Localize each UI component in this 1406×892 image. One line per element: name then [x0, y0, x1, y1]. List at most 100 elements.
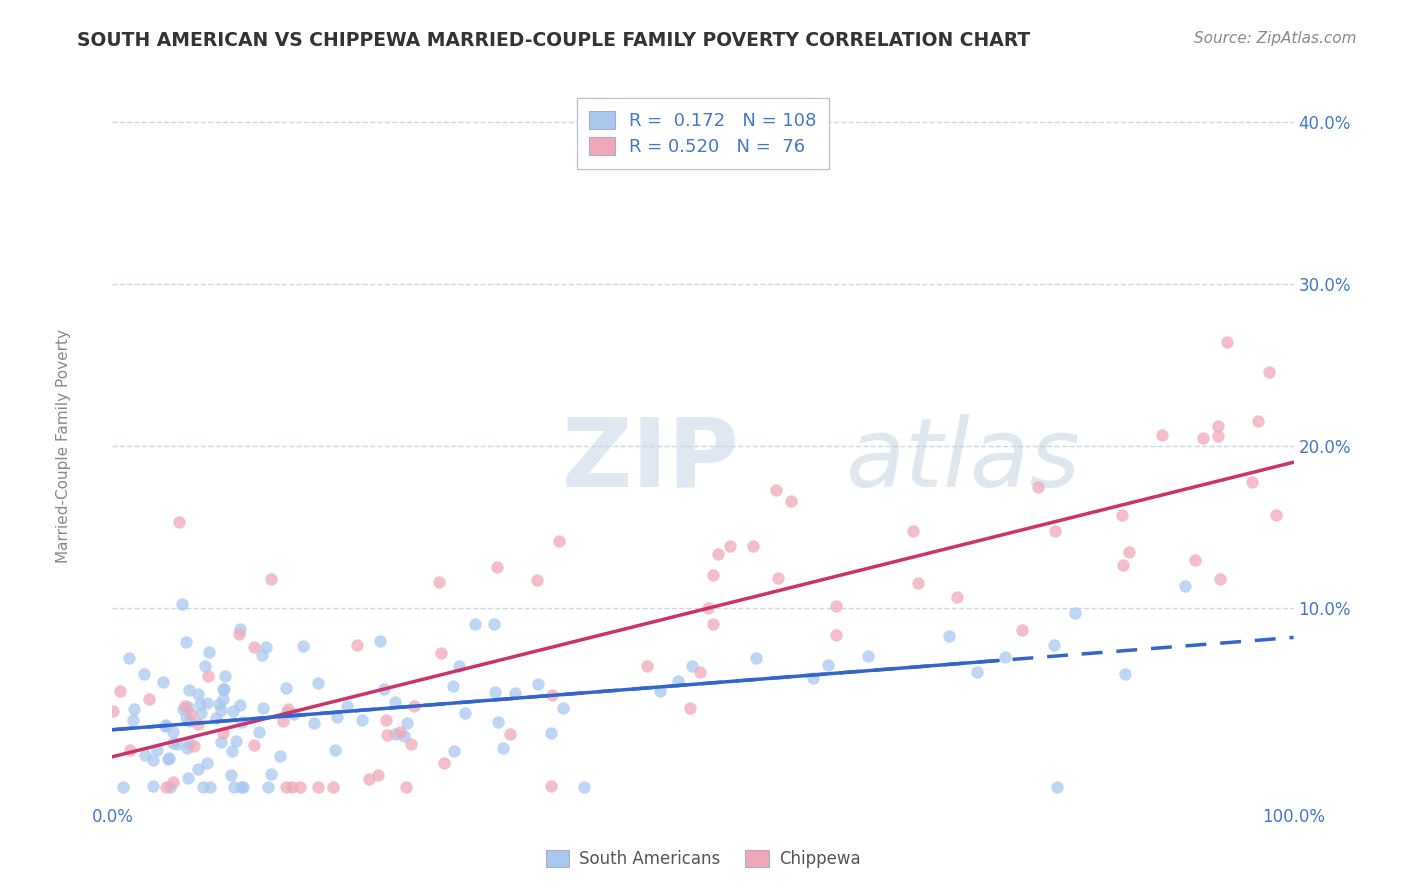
Point: [269, 749, 291, 764]
Point: [443, 744, 465, 758]
Point: [346, 638, 368, 652]
Point: [177, 699, 200, 714]
Point: [1265, 508, 1288, 522]
Point: [540, 726, 562, 740]
Point: [527, 677, 550, 691]
Point: [1011, 623, 1033, 637]
Point: [152, 675, 174, 690]
Point: [176, 710, 198, 724]
Point: [159, 780, 181, 794]
Point: [678, 701, 700, 715]
Text: SOUTH AMERICAN VS CHIPPEWA MARRIED-COUPLE FAMILY POVERTY CORRELATION CHART: SOUTH AMERICAN VS CHIPPEWA MARRIED-COUPL…: [77, 31, 1031, 50]
Point: [288, 780, 311, 794]
Point: [138, 691, 160, 706]
Point: [394, 729, 416, 743]
Point: [307, 676, 329, 690]
Point: [1118, 545, 1140, 559]
Point: [222, 704, 245, 718]
Point: [350, 713, 373, 727]
Point: [482, 617, 505, 632]
Point: [396, 716, 419, 731]
Point: [118, 651, 141, 665]
Point: [156, 752, 179, 766]
Point: [1064, 606, 1087, 620]
Point: [1258, 365, 1281, 379]
Point: [1191, 431, 1213, 445]
Point: [395, 780, 418, 794]
Point: [187, 762, 209, 776]
Point: [666, 674, 689, 689]
Point: [276, 681, 298, 695]
Point: [177, 771, 200, 785]
Point: [1208, 419, 1230, 434]
Point: [250, 648, 273, 662]
Point: [399, 738, 422, 752]
Point: [374, 713, 396, 727]
Point: [162, 736, 184, 750]
Point: [174, 635, 197, 649]
Point: [174, 698, 197, 713]
Point: [825, 628, 848, 642]
Point: [112, 780, 135, 794]
Point: [742, 539, 765, 553]
Point: [232, 780, 254, 794]
Point: [1111, 508, 1133, 522]
Point: [191, 780, 214, 794]
Point: [231, 715, 253, 730]
Point: [547, 534, 569, 549]
Point: [254, 640, 277, 655]
Point: [179, 714, 201, 728]
Point: [707, 547, 730, 561]
Point: [499, 727, 522, 741]
Text: Married-Couple Family Poverty: Married-Couple Family Poverty: [56, 329, 70, 563]
Point: [336, 698, 359, 713]
Point: [187, 717, 209, 731]
Point: [856, 649, 879, 664]
Point: [689, 665, 711, 680]
Point: [1150, 428, 1173, 442]
Point: [373, 681, 395, 696]
Point: [681, 658, 703, 673]
Point: [938, 630, 960, 644]
Point: [1042, 638, 1064, 652]
Point: [322, 780, 344, 794]
Text: atlas: atlas: [845, 414, 1080, 507]
Point: [1174, 579, 1197, 593]
Point: [323, 742, 346, 756]
Point: [447, 658, 470, 673]
Point: [212, 725, 235, 739]
Point: [195, 756, 218, 771]
Point: [1216, 334, 1239, 349]
Point: [702, 568, 724, 582]
Point: [368, 633, 391, 648]
Point: [357, 772, 380, 787]
Point: [402, 698, 425, 713]
Point: [256, 780, 278, 794]
Point: [907, 575, 929, 590]
Point: [1241, 475, 1264, 489]
Point: [170, 597, 193, 611]
Point: [134, 748, 156, 763]
Point: [155, 780, 177, 794]
Point: [219, 767, 242, 781]
Point: [162, 774, 184, 789]
Point: [271, 714, 294, 728]
Point: [718, 539, 741, 553]
Point: [540, 779, 562, 793]
Point: [103, 704, 125, 718]
Point: [108, 684, 131, 698]
Point: [551, 700, 574, 714]
Point: [214, 669, 236, 683]
Point: [1112, 558, 1135, 572]
Point: [486, 559, 509, 574]
Point: [441, 679, 464, 693]
Point: [377, 728, 399, 742]
Point: [229, 780, 252, 794]
Point: [122, 713, 145, 727]
Point: [146, 743, 169, 757]
Point: [1206, 429, 1229, 443]
Point: [1247, 414, 1270, 428]
Point: [190, 706, 212, 720]
Point: [260, 572, 283, 586]
Point: [636, 659, 658, 673]
